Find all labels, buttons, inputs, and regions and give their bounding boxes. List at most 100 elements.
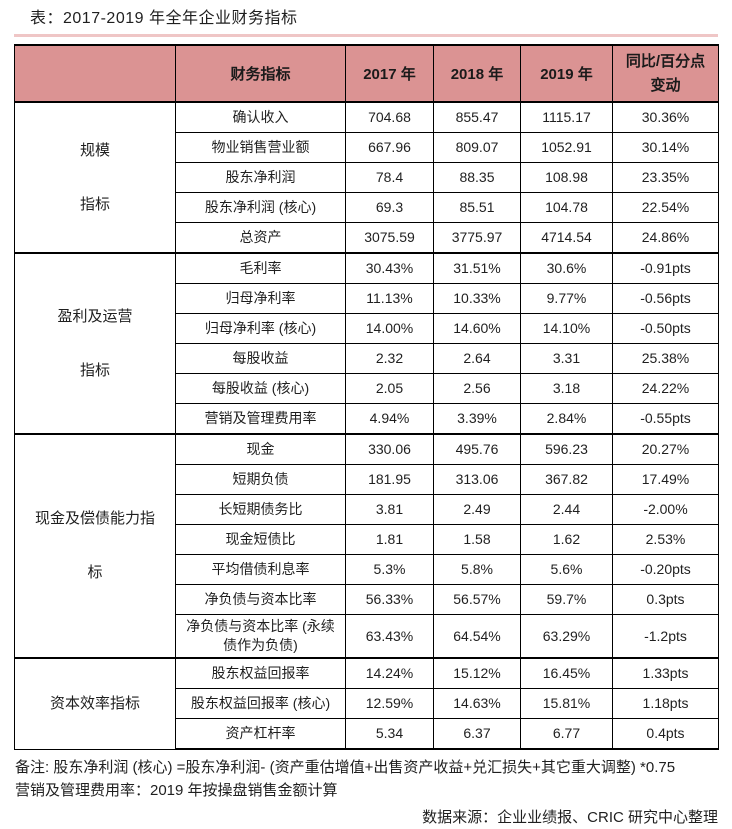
value-2019-cell: 30.6% [520, 252, 613, 284]
table-row: 长短期债务比 3.81 2.49 2.44 -2.00% [15, 494, 719, 525]
value-2019-cell: 367.82 [520, 464, 613, 495]
value-2018-cell: 31.51% [433, 252, 521, 284]
yoy-cell: 23.35% [612, 162, 719, 193]
header-year-2017-cell: 2017 年 [345, 44, 434, 103]
header-indicator-cell: 财务指标 [175, 44, 346, 103]
indicator-cell: 平均借债利息率 [175, 554, 346, 585]
group-label-line: 标 [87, 564, 103, 581]
value-2018-cell: 15.12% [433, 657, 521, 689]
value-2017-cell: 78.4 [345, 162, 434, 193]
yoy-cell: -1.2pts [612, 614, 719, 659]
yoy-cell: 24.22% [612, 373, 719, 404]
header-yoy-cell: 同比/百分点 变动 [612, 44, 719, 103]
group-label-line: 指标 [79, 361, 110, 379]
value-2018-cell: 495.76 [433, 433, 521, 465]
value-2018-cell: 2.64 [433, 343, 521, 374]
indicator-cell: 营销及管理费用率 [175, 403, 346, 435]
header-yoy-line1: 同比/百分点 [625, 52, 706, 70]
value-2017-cell: 704.68 [345, 101, 434, 133]
yoy-cell: 1.33pts [612, 657, 719, 689]
indicator-cell: 现金 [175, 433, 346, 465]
table-body: 规模 指标 确认收入 704.68 855.47 1115.17 30.36% 物业销售营业额… [14, 101, 719, 750]
table-row: 营销及管理费用率 4.94% 3.39% 2.84% -0.55pts [15, 403, 719, 435]
value-2019-cell: 1052.91 [520, 132, 613, 163]
value-2017-cell: 3.81 [345, 494, 434, 525]
value-2018-cell: 14.63% [433, 688, 521, 719]
indicator-cell: 物业销售营业额 [175, 132, 346, 163]
value-2018-cell: 809.07 [433, 132, 521, 163]
page: 表：2017-2019 年全年企业财务指标 财务指标 2017 年 2018 年… [0, 8, 732, 826]
value-2018-cell: 14.60% [433, 313, 521, 344]
indicator-cell: 归母净利率 [175, 283, 346, 314]
value-2018-cell: 6.37 [433, 718, 521, 750]
value-2019-cell: 15.81% [520, 688, 613, 719]
value-2018-cell: 3.39% [433, 403, 521, 435]
value-2017-cell: 4.94% [345, 403, 434, 435]
yoy-cell: -0.20pts [612, 554, 719, 585]
yoy-cell: 24.86% [612, 222, 719, 254]
value-2017-cell: 5.34 [345, 718, 434, 750]
indicator-cell: 总资产 [175, 222, 346, 254]
table-row: 短期负债 181.95 313.06 367.82 17.49% [15, 464, 719, 495]
value-2019-cell: 3.18 [520, 373, 613, 404]
value-2018-cell: 5.8% [433, 554, 521, 585]
value-2017-cell: 63.43% [345, 614, 434, 659]
indicator-cell: 净负债与资本比率 [175, 584, 346, 615]
header-row: 财务指标 2017 年 2018 年 2019 年 同比/百分点 变动 [14, 44, 719, 103]
value-2019-cell: 596.23 [520, 433, 613, 465]
value-2019-cell: 16.45% [520, 657, 613, 689]
footnote-2: 营销及管理费用率：2019 年按操盘销售金额计算 [15, 782, 338, 799]
yoy-cell: -0.55pts [612, 403, 719, 435]
value-2017-cell: 12.59% [345, 688, 434, 719]
indicator-cell: 毛利率 [175, 252, 346, 284]
value-2019-cell: 1.62 [520, 524, 613, 555]
value-2019-cell: 104.78 [520, 192, 613, 223]
table-row: 每股收益 (核心) 2.05 2.56 3.18 24.22% [15, 373, 719, 404]
value-2019-cell: 108.98 [520, 162, 613, 193]
value-2019-cell: 2.84% [520, 403, 613, 435]
value-2018-cell: 2.56 [433, 373, 521, 404]
value-2018-cell: 88.35 [433, 162, 521, 193]
yoy-cell: -2.00% [612, 494, 719, 525]
value-2019-cell: 14.10% [520, 313, 613, 344]
table-row: 净负债与资本比率 56.33% 56.57% 59.7% 0.3pts [15, 584, 719, 615]
value-2018-cell: 64.54% [433, 614, 521, 659]
yoy-cell: -0.56pts [612, 283, 719, 314]
indicator-cell: 股东权益回报率 [175, 657, 346, 689]
table-header: 财务指标 2017 年 2018 年 2019 年 同比/百分点 变动 [14, 44, 719, 103]
group-label-line: 盈利及运营 [57, 307, 133, 325]
title-underline-rule [14, 34, 718, 37]
table-row: 平均借债利息率 5.3% 5.8% 5.6% -0.20pts [15, 554, 719, 585]
indicator-cell: 现金短债比 [175, 524, 346, 555]
indicator-cell: 长短期债务比 [175, 494, 346, 525]
value-2018-cell: 3775.97 [433, 222, 521, 254]
yoy-cell: 30.14% [612, 132, 719, 163]
value-2017-cell: 330.06 [345, 433, 434, 465]
indicator-cell: 短期负债 [175, 464, 346, 495]
value-2019-cell: 3.31 [520, 343, 613, 374]
value-2019-cell: 9.77% [520, 283, 613, 314]
table-row: 物业销售营业额 667.96 809.07 1052.91 30.14% [15, 132, 719, 163]
header-year-2018-cell: 2018 年 [433, 44, 521, 103]
indicator-cell: 净负债与资本比率 (永续债作为负债) [175, 614, 346, 659]
value-2017-cell: 181.95 [345, 464, 434, 495]
indicator-cell: 股东权益回报率 (核心) [175, 688, 346, 719]
indicator-cell: 股东净利润 [175, 162, 346, 193]
value-2017-cell: 14.24% [345, 657, 434, 689]
value-2018-cell: 56.57% [433, 584, 521, 615]
group-label-cell: 资本效率指标 [14, 657, 176, 750]
footnotes: 备注: 股东净利润 (核心) =股东净利润- (资产重估增值+出售资产收益+兑汇… [15, 756, 718, 829]
value-2017-cell: 2.32 [345, 343, 434, 374]
table-row: 资本效率指标 股东权益回报率 14.24% 15.12% 16.45% 1.33pts [14, 657, 719, 750]
value-2017-cell: 11.13% [345, 283, 434, 314]
value-2019-cell: 2.44 [520, 494, 613, 525]
table-row: 归母净利率 (核心) 14.00% 14.60% 14.10% -0.50pts [15, 313, 719, 344]
table-row: 股东净利润 (核心) 69.3 85.51 104.78 22.54% [15, 192, 719, 223]
value-2017-cell: 5.3% [345, 554, 434, 585]
table-row: 归母净利率 11.13% 10.33% 9.77% -0.56pts [15, 283, 719, 314]
value-2017-cell: 1.81 [345, 524, 434, 555]
value-2018-cell: 2.49 [433, 494, 521, 525]
table-row: 盈利及运营 指标 毛利率 30.43% 31.51% 30.6% -0.91pts [14, 252, 719, 435]
yoy-cell: -0.91pts [612, 252, 719, 284]
value-2017-cell: 3075.59 [345, 222, 434, 254]
